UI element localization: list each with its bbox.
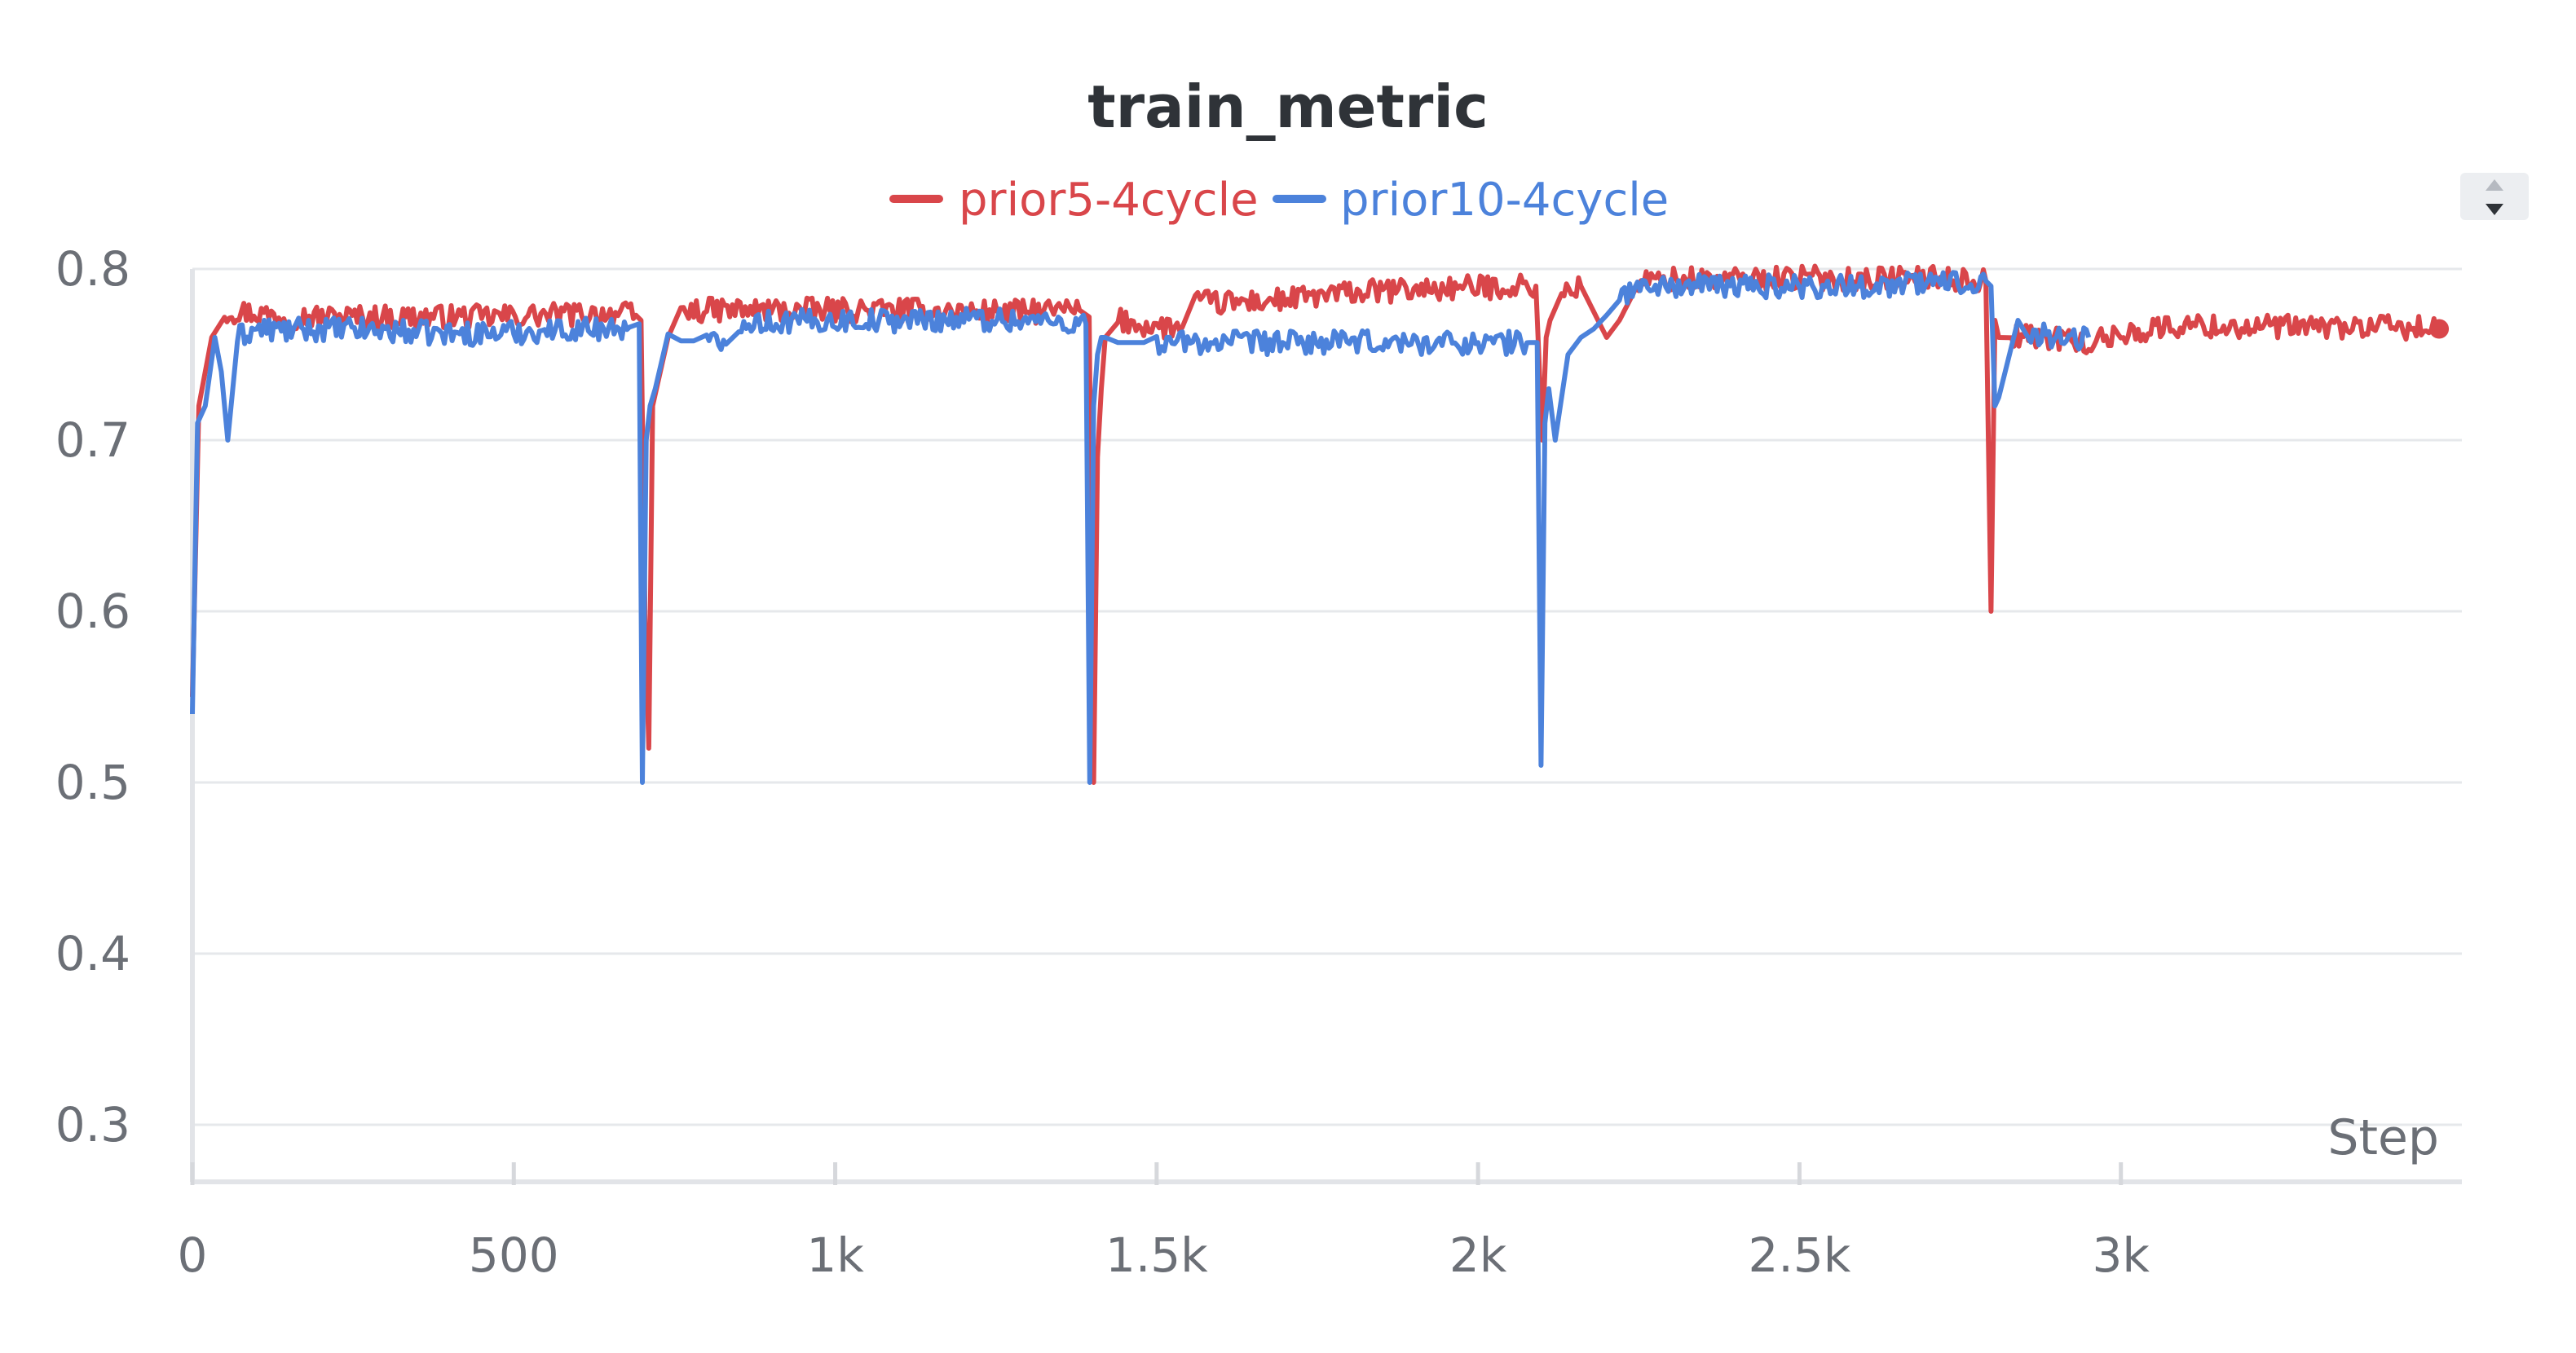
y-tick-label: 0.5 xyxy=(55,755,130,810)
x-tick-label: 500 xyxy=(469,1227,559,1283)
y-tick-label: 0.6 xyxy=(55,584,130,639)
triangle-down-icon[interactable] xyxy=(2486,204,2503,215)
x-tick-label: 1.5k xyxy=(1105,1227,1208,1283)
x-tick-label: 2.5k xyxy=(1749,1227,1851,1283)
y-axis-ticks: 0.3 0.4 0.5 0.6 0.7 0.8 xyxy=(55,241,130,1152)
series-line-prior10-4cycle xyxy=(190,270,2092,785)
series-end-marker xyxy=(2429,319,2450,339)
legend-label: prior10-4cycle xyxy=(1340,174,1669,227)
x-tick-label: 2k xyxy=(1449,1227,1507,1283)
triangle-up-icon[interactable] xyxy=(2486,179,2503,191)
x-tick-label: 1k xyxy=(806,1227,864,1283)
legend-label: prior5-4cycle xyxy=(959,174,1259,227)
chart-title: train_metric xyxy=(1087,73,1489,141)
series-layer xyxy=(190,263,2450,785)
x-axis-label: Step xyxy=(2327,1109,2439,1166)
y-tick-label: 0.3 xyxy=(55,1097,130,1152)
axes xyxy=(190,269,2462,1184)
legend-scroll-control[interactable] xyxy=(2460,173,2529,220)
x-tick-label: 0 xyxy=(178,1227,208,1283)
x-tick-label: 3k xyxy=(2092,1227,2150,1283)
y-tick-label: 0.8 xyxy=(55,241,130,297)
legend: prior5-4cycle prior10-4cycle xyxy=(889,174,1669,227)
y-tick-label: 0.4 xyxy=(55,926,130,981)
y-tick-label: 0.7 xyxy=(55,412,130,468)
x-axis-ticks: 0 500 1k 1.5k 2k 2.5k 3k xyxy=(178,1162,2150,1283)
grid-lines xyxy=(192,267,2462,1126)
series-line-prior5-4cycle xyxy=(190,263,2441,785)
